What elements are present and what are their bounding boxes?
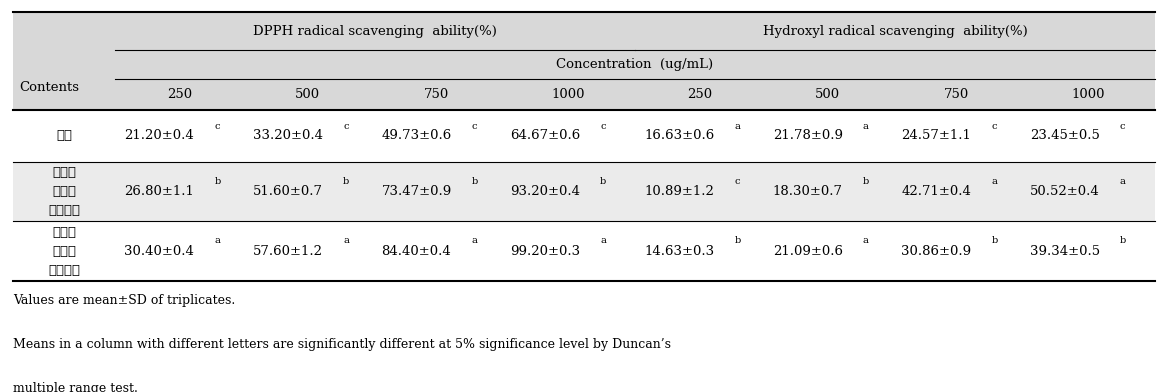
Text: b: b <box>863 177 869 186</box>
Text: a: a <box>863 236 869 245</box>
Text: c: c <box>600 122 606 131</box>
Text: c: c <box>214 122 220 131</box>
Text: c: c <box>735 177 739 186</box>
Text: 750: 750 <box>944 88 969 101</box>
Text: b: b <box>992 236 997 245</box>
Text: 18.30±0.7: 18.30±0.7 <box>773 185 843 198</box>
Text: c: c <box>992 122 996 131</box>
Text: 청소년
맞춤형
혼합잡곡: 청소년 맞춤형 혼합잡곡 <box>48 166 81 217</box>
Text: Contents: Contents <box>19 82 79 94</box>
Text: 26.80±1.1: 26.80±1.1 <box>125 185 194 198</box>
Text: 51.60±0.7: 51.60±0.7 <box>253 185 322 198</box>
Text: 49.73±0.6: 49.73±0.6 <box>382 129 452 142</box>
Text: a: a <box>992 177 997 186</box>
Text: 750: 750 <box>424 88 449 101</box>
Text: 30.40±0.4: 30.40±0.4 <box>125 245 194 258</box>
Text: a: a <box>735 122 741 131</box>
Text: 84.40±0.4: 84.40±0.4 <box>382 245 451 258</box>
Text: 30.86±0.9: 30.86±0.9 <box>902 245 972 258</box>
Text: b: b <box>600 177 606 186</box>
Text: c: c <box>472 122 478 131</box>
Text: 99.20±0.3: 99.20±0.3 <box>510 245 580 258</box>
Text: 21.20±0.4: 21.20±0.4 <box>125 129 194 142</box>
Text: b: b <box>215 177 221 186</box>
Bar <box>13 110 1155 162</box>
Text: 250: 250 <box>167 88 192 101</box>
Text: a: a <box>600 236 606 245</box>
Text: Concentration  (ug/mL): Concentration (ug/mL) <box>556 58 714 71</box>
Text: Hydroxyl radical scavenging  ability(%): Hydroxyl radical scavenging ability(%) <box>763 25 1028 38</box>
Text: a: a <box>215 236 221 245</box>
Text: c: c <box>343 122 348 131</box>
Text: Values are mean±SD of triplicates.: Values are mean±SD of triplicates. <box>13 294 235 307</box>
Text: 21.09±0.6: 21.09±0.6 <box>773 245 843 258</box>
Text: 33.20±0.4: 33.20±0.4 <box>253 129 322 142</box>
Text: b: b <box>343 177 349 186</box>
Text: 39.34±0.5: 39.34±0.5 <box>1030 245 1100 258</box>
Text: a: a <box>1120 177 1126 186</box>
Text: 고령층
맞춤형
혼합잡곡: 고령층 맞춤형 혼합잡곡 <box>48 225 81 276</box>
Text: 250: 250 <box>687 88 711 101</box>
Text: a: a <box>343 236 349 245</box>
Text: 10.89±1.2: 10.89±1.2 <box>645 185 714 198</box>
Text: 73.47±0.9: 73.47±0.9 <box>382 185 452 198</box>
Bar <box>13 221 1155 281</box>
Text: Means in a column with different letters are significantly different at 5% signi: Means in a column with different letters… <box>13 338 672 351</box>
Text: b: b <box>735 236 741 245</box>
Bar <box>13 11 1155 51</box>
Bar <box>13 162 1155 221</box>
Bar <box>13 79 1155 110</box>
Bar <box>13 51 1155 79</box>
Text: 50.52±0.4: 50.52±0.4 <box>1030 185 1099 198</box>
Text: 1000: 1000 <box>1071 88 1105 101</box>
Text: 42.71±0.4: 42.71±0.4 <box>902 185 971 198</box>
Text: a: a <box>863 122 869 131</box>
Text: 백미: 백미 <box>56 129 72 142</box>
Text: DPPH radical scavenging  ability(%): DPPH radical scavenging ability(%) <box>253 25 498 38</box>
Text: c: c <box>1120 122 1125 131</box>
Text: 21.78±0.9: 21.78±0.9 <box>773 129 843 142</box>
Text: 24.57±1.1: 24.57±1.1 <box>902 129 971 142</box>
Text: b: b <box>1120 236 1126 245</box>
Text: 23.45±0.5: 23.45±0.5 <box>1030 129 1099 142</box>
Text: 500: 500 <box>296 88 320 101</box>
Text: 64.67±0.6: 64.67±0.6 <box>510 129 580 142</box>
Text: a: a <box>471 236 478 245</box>
Text: 500: 500 <box>815 88 840 101</box>
Text: multiple range test.: multiple range test. <box>13 382 138 392</box>
Text: 1000: 1000 <box>551 88 584 101</box>
Text: 16.63±0.6: 16.63±0.6 <box>645 129 715 142</box>
Text: 93.20±0.4: 93.20±0.4 <box>510 185 579 198</box>
Text: 57.60±1.2: 57.60±1.2 <box>253 245 322 258</box>
Text: b: b <box>472 177 478 186</box>
Text: 14.63±0.3: 14.63±0.3 <box>645 245 715 258</box>
